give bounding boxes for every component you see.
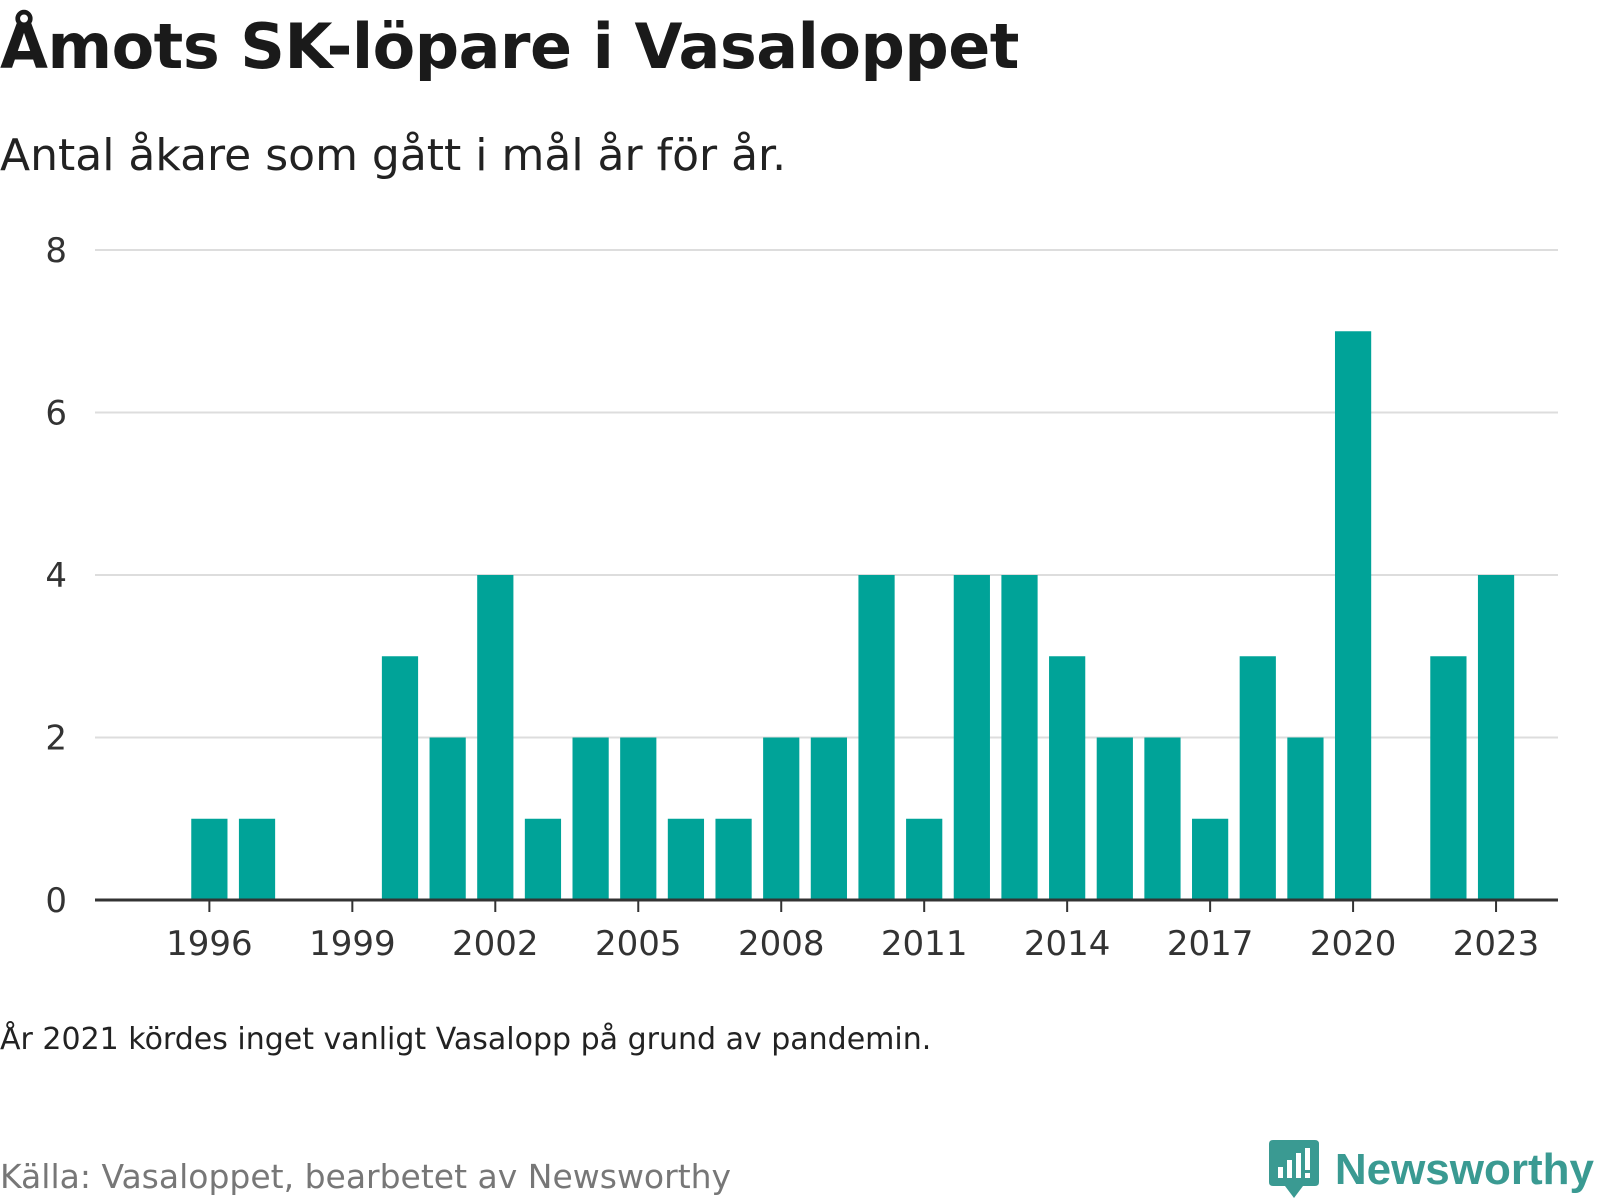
bar [1430, 656, 1467, 900]
bar [524, 818, 562, 900]
x-tick-label: 2023 [1453, 924, 1540, 964]
bar [1287, 737, 1324, 900]
x-tick-label: 1999 [309, 924, 396, 964]
axes: 0 2 4 6 8 1996 1999 2002 2005 2008 2011 2014 2017 202… [45, 231, 1558, 964]
y-tick-label: 2 [45, 719, 67, 759]
bar [1239, 656, 1276, 900]
bar [667, 818, 705, 900]
x-tick-label: 2002 [452, 924, 539, 964]
footnote: År 2021 kördes inget vanligt Vasalopp på… [0, 1022, 932, 1057]
bar [1096, 737, 1133, 900]
bar [238, 818, 276, 900]
x-tick-label: 2020 [1310, 924, 1397, 964]
bar [858, 575, 895, 900]
bars [191, 331, 1515, 900]
bar [715, 818, 752, 900]
bar [906, 818, 943, 900]
bar [763, 737, 800, 900]
bar [572, 737, 609, 900]
source-credit: Källa: Vasaloppet, bearbetet av Newswort… [0, 1157, 732, 1196]
bar [620, 737, 657, 900]
y-tick-label: 6 [45, 394, 67, 434]
bar [1144, 737, 1181, 900]
newsworthy-logo-icon [1268, 1140, 1319, 1198]
logo-wordmark: Newsworthy [1334, 1145, 1594, 1194]
bar [1334, 331, 1372, 900]
chart-subtitle: Antal åkare som gått i mål år för år. [0, 130, 787, 181]
x-tick-label: 2014 [1024, 924, 1111, 964]
chart-title: Åmots SK-löpare i Vasaloppet [0, 10, 1019, 83]
x-tick-label: 1996 [166, 924, 253, 964]
y-tick-label: 8 [45, 231, 67, 271]
bar [810, 737, 847, 900]
newsworthy-logo: Newsworthy [1268, 1140, 1594, 1200]
bar [191, 818, 228, 900]
y-tick-label: 0 [45, 881, 67, 921]
x-tick-label: 2011 [881, 924, 968, 964]
bar [381, 656, 419, 900]
bar [1192, 818, 1229, 900]
x-tick-label: 2017 [1167, 924, 1254, 964]
x-tick-label: 2005 [595, 924, 682, 964]
bar [429, 737, 466, 900]
bar [477, 575, 514, 900]
bar [1049, 656, 1086, 900]
bar [1001, 575, 1038, 900]
bar [953, 575, 990, 900]
bar [1477, 575, 1515, 900]
x-tick-label: 2008 [738, 924, 825, 964]
y-tick-label: 4 [45, 556, 67, 596]
